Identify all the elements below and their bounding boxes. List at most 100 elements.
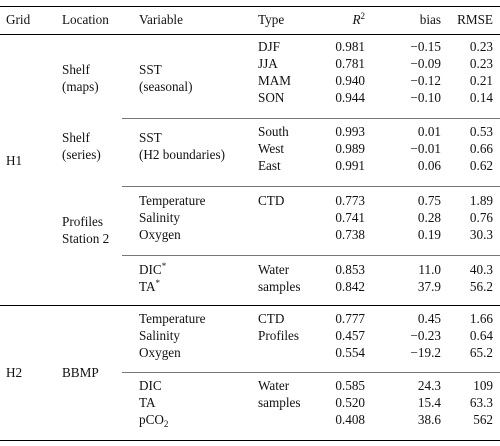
row-bias: 37.9: [417, 279, 441, 294]
row-bias: −0.10: [410, 90, 441, 105]
row-r2: 0.741: [335, 210, 365, 225]
row-r2: 0.554: [335, 345, 365, 360]
row-rmse: 30.3: [469, 227, 493, 242]
header-rule: [0, 34, 500, 35]
row-variable: Temperature: [139, 192, 205, 209]
row-rmse: 1.66: [469, 311, 493, 326]
row-bias: 0.06: [417, 158, 441, 173]
group-rule: [122, 118, 500, 119]
row-rmse: 63.3: [469, 395, 493, 410]
grid-divider-rule: [0, 305, 500, 306]
row-type: Profiles: [258, 328, 300, 343]
row-type: South: [258, 124, 289, 139]
row-bias: 15.4: [417, 395, 441, 410]
location-shelf-series-line2: (series): [62, 147, 101, 162]
variable-sst-seasonal-line2: (seasonal): [139, 79, 193, 94]
variable-sst-h2-line2: (H2 boundaries): [139, 147, 226, 162]
row-r2: 0.944: [335, 90, 365, 105]
location-shelf-series-line1: Shelf: [62, 130, 90, 145]
variable-sst-h2-line1: SST: [139, 130, 162, 145]
row-bias: 38.6: [417, 412, 441, 427]
row-type: DJF: [258, 39, 280, 54]
row-variable-text: TA: [139, 279, 156, 294]
row-rmse: 0.21: [469, 73, 493, 88]
location-profiles-line2: Station 2: [62, 231, 110, 246]
row-r2: 0.842: [335, 279, 365, 294]
row-type: West: [258, 141, 285, 156]
row-r2: 0.585: [335, 378, 365, 393]
row-r2: 0.993: [335, 124, 365, 139]
row-rmse: 56.2: [469, 279, 493, 294]
row-type: MAM: [258, 73, 291, 88]
row-r2: 0.457: [335, 328, 365, 343]
row-type: Water: [258, 262, 290, 277]
row-variable-text: DIC: [139, 378, 162, 393]
header-rmse: RMSE: [457, 12, 493, 27]
row-bias: 0.01: [417, 124, 441, 139]
row-rmse: 0.76: [469, 210, 493, 225]
row-variable: Temperature: [139, 310, 205, 327]
row-rmse: 40.3: [469, 262, 493, 277]
group-rule: [122, 372, 500, 373]
location-bbmp: BBMP: [62, 365, 99, 380]
row-variable-text: Salinity: [139, 210, 181, 225]
row-bias: 24.3: [417, 378, 441, 393]
row-type: CTD: [258, 311, 285, 326]
row-variable-text: Salinity: [139, 328, 181, 343]
row-bias: −0.09: [410, 56, 441, 71]
location-shelf-maps-line1: Shelf: [62, 62, 90, 77]
row-r2: 0.981: [335, 39, 365, 54]
grid-label-h1: H1: [6, 153, 23, 168]
header-bias: bias: [419, 12, 441, 27]
row-variable-text: DIC: [139, 262, 162, 277]
row-bias: 0.75: [417, 193, 441, 208]
row-type: JJA: [258, 56, 278, 71]
header-location: Location: [62, 12, 109, 27]
row-type: SON: [258, 90, 285, 105]
row-rmse: 0.66: [469, 141, 493, 156]
row-bias: −0.12: [410, 73, 441, 88]
row-r2: 0.520: [335, 395, 365, 410]
row-variable: DIC*: [139, 261, 166, 278]
row-r2: 0.989: [335, 141, 365, 156]
row-variable-text: pCO: [139, 412, 164, 427]
row-rmse: 0.14: [469, 90, 493, 105]
row-rmse: 1.89: [469, 193, 493, 208]
row-r2: 0.777: [335, 311, 365, 326]
row-variable-superscript: *: [155, 278, 161, 288]
row-type: Water: [258, 378, 290, 393]
header-r2-exponent: 2: [360, 11, 366, 21]
row-variable-text: Temperature: [139, 311, 206, 326]
top-rule: [0, 6, 500, 7]
row-bias: 0.28: [417, 210, 441, 225]
row-r2: 0.991: [335, 158, 365, 173]
row-r2: 0.781: [335, 56, 365, 71]
row-type: samples: [258, 395, 301, 410]
location-shelf-maps-line2: (maps): [62, 79, 99, 94]
header-variable: Variable: [139, 12, 183, 27]
row-variable: DIC: [139, 377, 162, 394]
row-rmse: 0.64: [469, 328, 493, 343]
row-bias: 11.0: [418, 262, 441, 277]
row-variable: Salinity: [139, 209, 180, 226]
row-variable: Salinity: [139, 327, 180, 344]
row-bias: −0.01: [410, 141, 441, 156]
header-type: Type: [258, 12, 285, 27]
row-variable: Oxygen: [139, 344, 181, 361]
row-type: CTD: [258, 193, 285, 208]
row-r2: 0.738: [335, 227, 365, 242]
row-rmse: 562: [473, 412, 493, 427]
header-grid: Grid: [6, 12, 31, 27]
header-r2: R2: [318, 11, 365, 28]
row-r2: 0.773: [335, 193, 365, 208]
row-r2: 0.853: [335, 262, 365, 277]
row-variable-text: Temperature: [139, 193, 206, 208]
row-bias: −0.15: [410, 39, 441, 54]
row-variable-text: TA: [139, 395, 156, 410]
row-bias: −19.2: [410, 345, 441, 360]
row-variable-text: Oxygen: [139, 227, 181, 242]
row-rmse: 65.2: [469, 345, 493, 360]
row-r2: 0.940: [335, 73, 365, 88]
row-rmse: 0.23: [469, 56, 493, 71]
